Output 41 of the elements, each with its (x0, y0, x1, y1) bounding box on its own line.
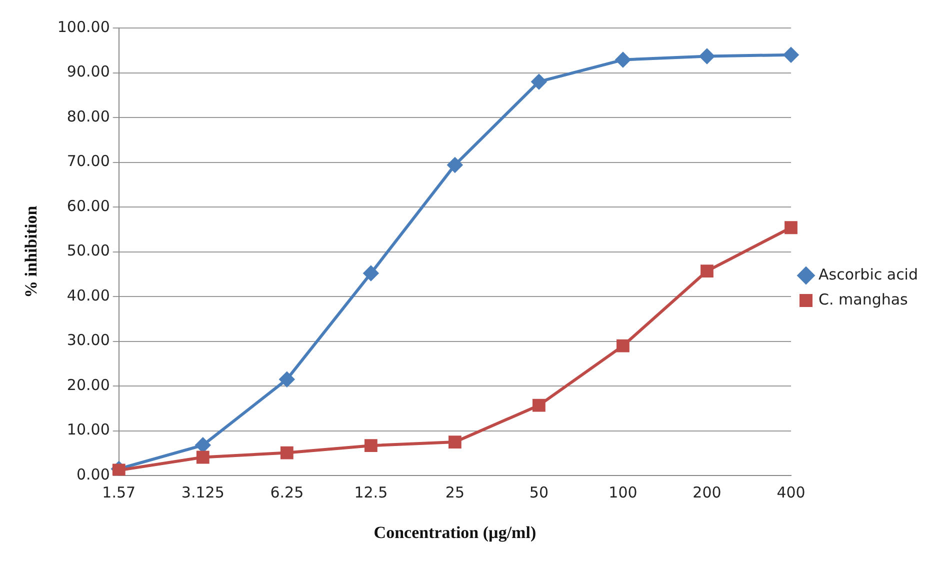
x-tick-label: 1.57 (102, 483, 136, 502)
point (531, 74, 546, 90)
point (784, 221, 798, 234)
x-tick-label: 3.125 (181, 483, 224, 502)
y-tick-label: 90.00 (66, 62, 110, 81)
point (363, 266, 378, 281)
point (196, 450, 210, 464)
point (784, 47, 798, 62)
y-tick-label: 50.00 (66, 242, 110, 260)
y-tick-label: 30.00 (66, 331, 110, 350)
y-tick-label: 70.00 (66, 152, 110, 170)
point (279, 372, 294, 387)
y-tick-label: 10.00 (66, 420, 110, 439)
legend-label: C. manghas (818, 290, 908, 308)
y-tick-label: 80.00 (66, 107, 110, 126)
y-tick-label: 60.00 (66, 196, 110, 215)
point (700, 264, 714, 278)
legend-label: Ascorbic acid (818, 265, 918, 284)
y-tick-label: 40.00 (66, 286, 110, 304)
x-tick-label: 50 (529, 483, 549, 502)
point (448, 436, 462, 448)
y-tick-label: 20.00 (66, 376, 110, 394)
point (532, 398, 546, 412)
x-axis-title: Concentration (µg/ml) (374, 523, 536, 542)
point (615, 52, 630, 68)
x-tick-label: 400 (776, 483, 806, 502)
point (447, 157, 462, 172)
y-tick-label: 100.00 (57, 18, 110, 36)
x-tick-label: 6.25 (270, 483, 304, 502)
x-tick-label: 200 (692, 483, 722, 502)
y-tick-label: 0.00 (76, 465, 110, 484)
x-tick-label: 100 (608, 483, 638, 502)
point (699, 48, 714, 64)
point (364, 439, 378, 452)
x-tick-label: 25 (445, 483, 464, 502)
point (112, 464, 126, 476)
point (195, 438, 210, 453)
y-axis-title: % inhibition (22, 205, 41, 298)
x-tick-label: 12.5 (354, 483, 388, 502)
point (616, 339, 630, 352)
point (280, 446, 294, 460)
